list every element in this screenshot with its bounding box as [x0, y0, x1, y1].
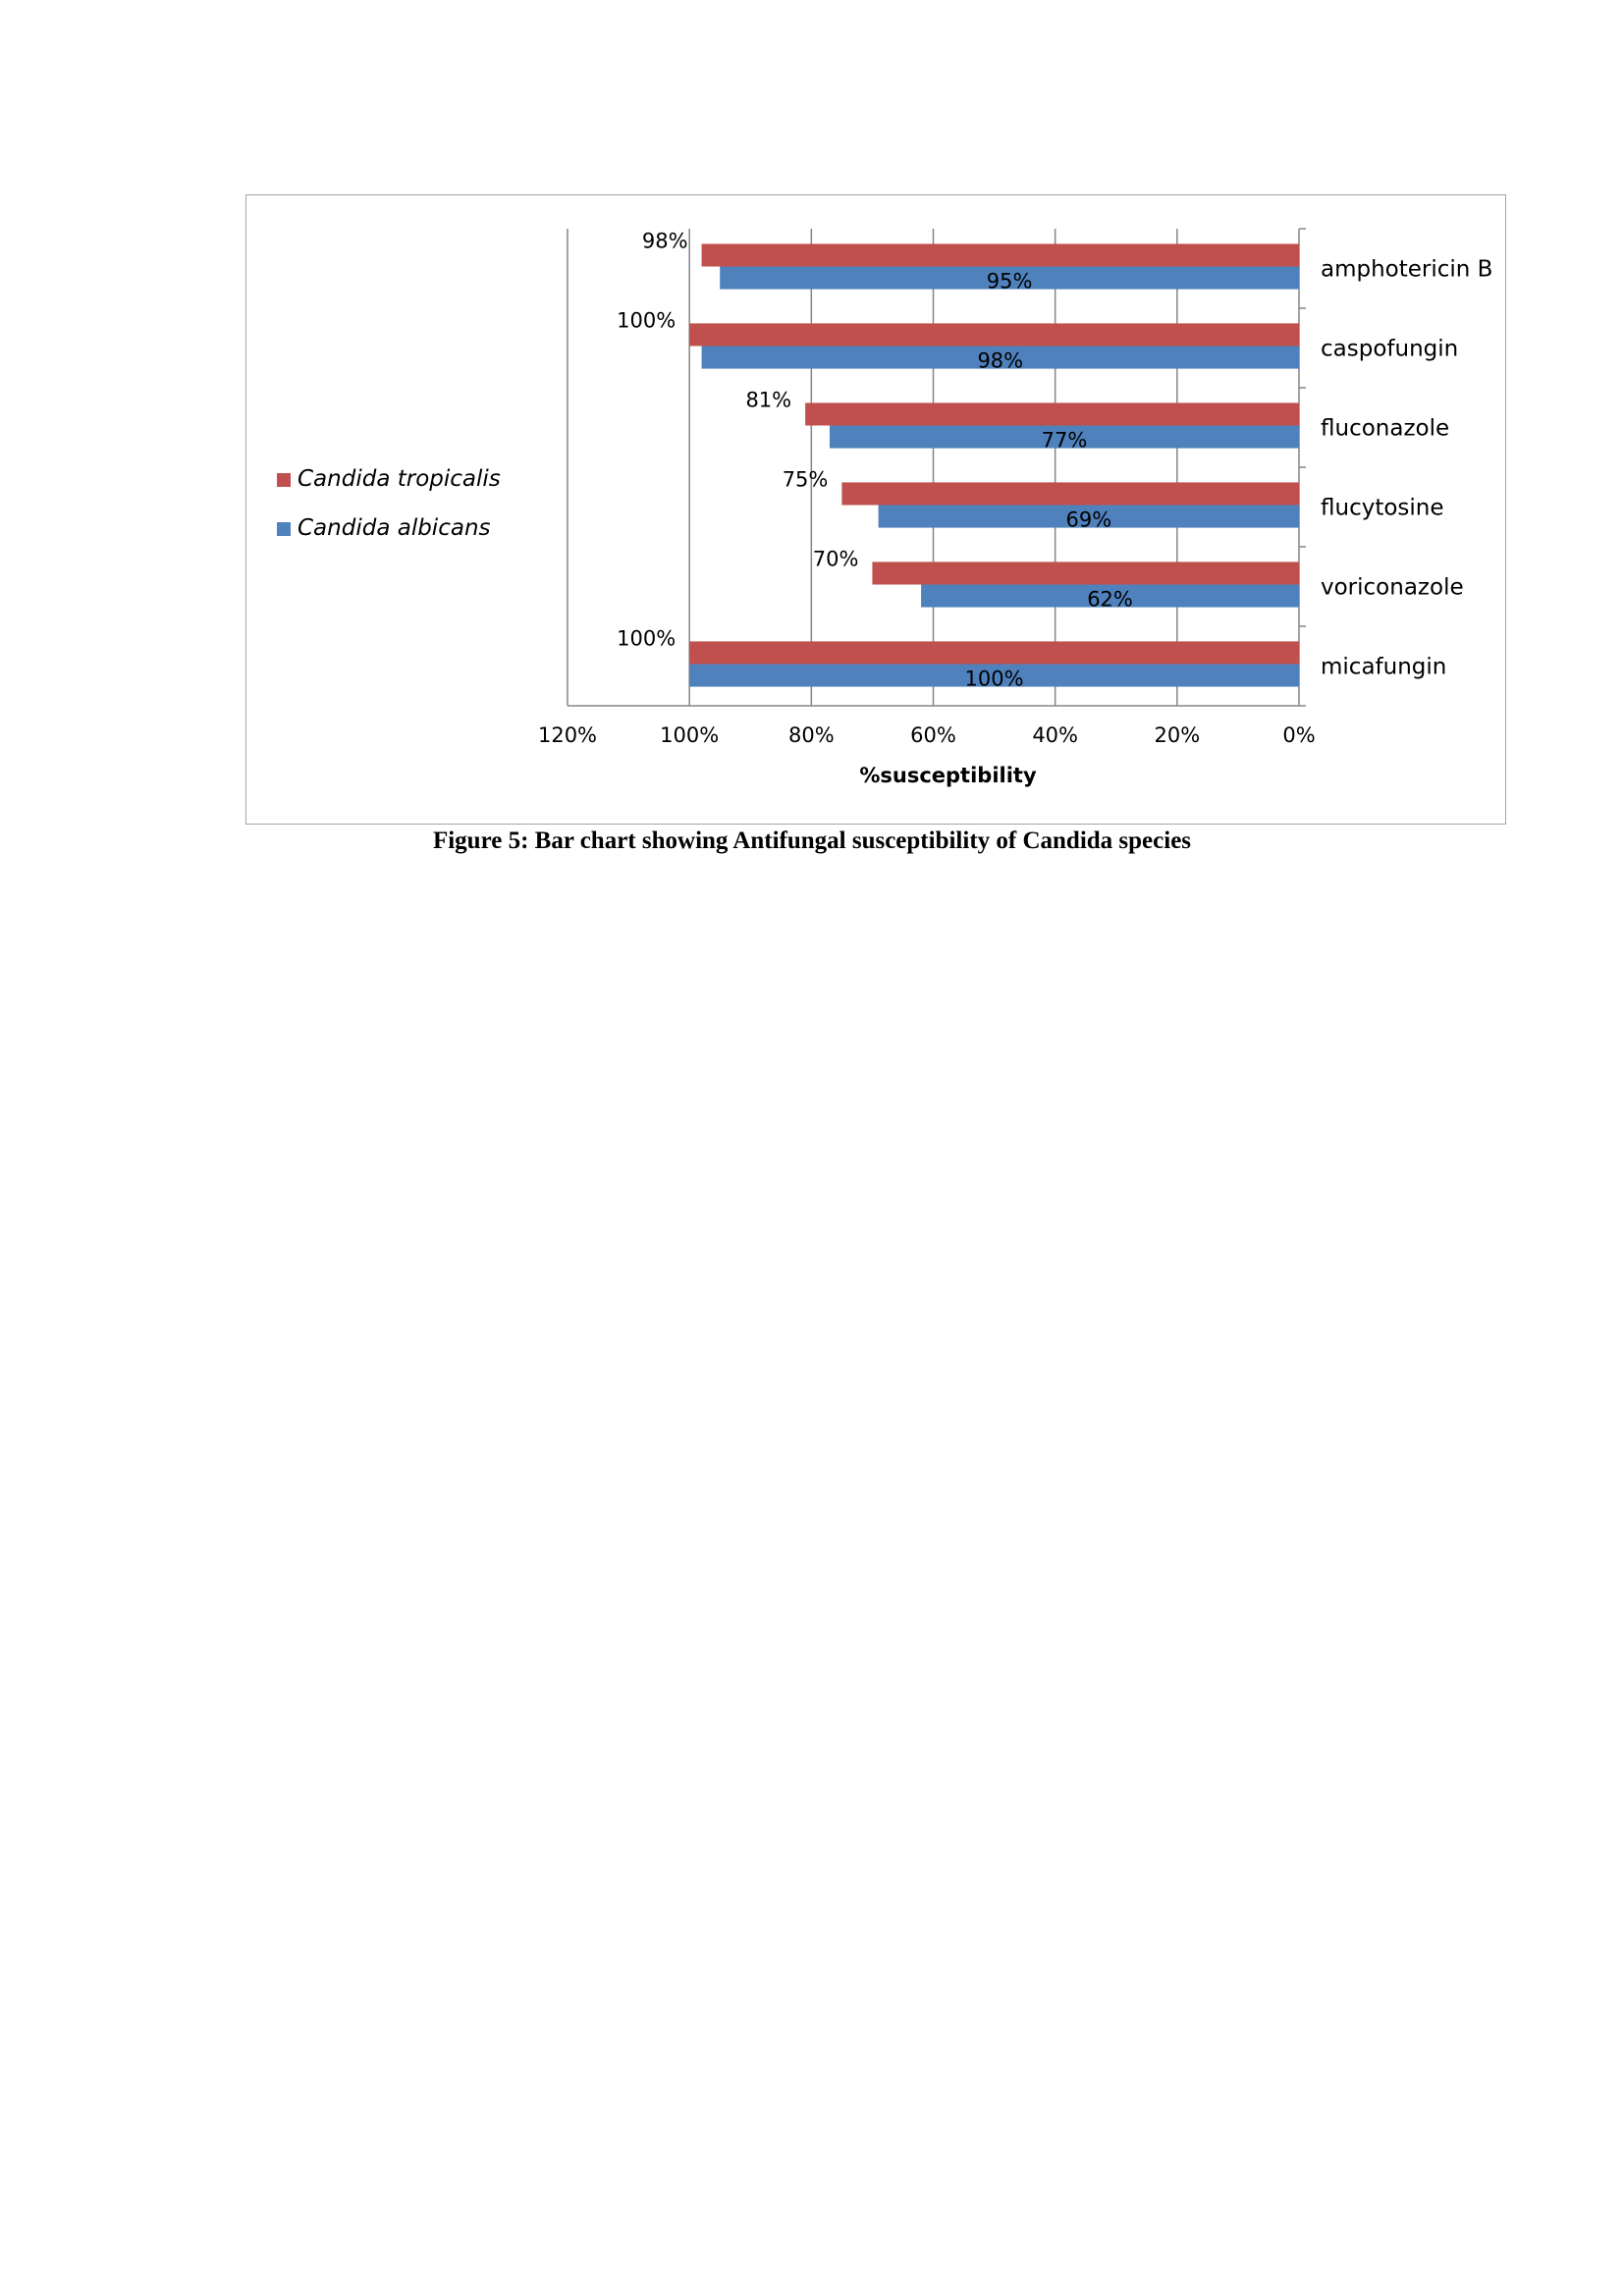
bar-albicans-2: [829, 425, 1299, 449]
data-label-tropicalis-4: 70%: [813, 547, 859, 570]
figure-caption: Figure 5: Bar chart showing Antifungal s…: [432, 828, 1192, 854]
data-label-tropicalis-1: 100%: [617, 308, 676, 332]
bar-albicans-3: [878, 505, 1299, 528]
legend-swatch-1: [277, 522, 291, 536]
bar-tropicalis-4: [872, 561, 1299, 585]
data-label-tropicalis-5: 100%: [617, 626, 676, 650]
x-tick-label: 40%: [1032, 723, 1078, 747]
legend-label-0: Candida tropicalis: [298, 466, 501, 492]
x-tick-label: 80%: [788, 723, 835, 747]
x-tick-label: 60%: [910, 723, 956, 747]
category-label-5: micafungin: [1321, 655, 1446, 680]
x-tick-label: 120%: [538, 723, 597, 747]
data-label-albicans-3: 69%: [1065, 508, 1111, 532]
category-label-0: amphotericin B: [1321, 257, 1492, 283]
bar-tropicalis-2: [805, 402, 1299, 426]
data-label-albicans-0: 95%: [987, 270, 1033, 294]
data-label-tropicalis-3: 75%: [783, 467, 829, 491]
bar-tropicalis-5: [689, 641, 1299, 665]
category-label-3: flucytosine: [1321, 496, 1444, 521]
data-label-albicans-2: 77%: [1042, 429, 1088, 453]
x-tick-label: 0%: [1282, 723, 1315, 747]
bar-chart: 98% 95% amphotericin B 100% 98% caspofungin 81…: [277, 228, 1492, 787]
x-tick-label: 20%: [1154, 723, 1200, 747]
bar-tropicalis-1: [689, 323, 1299, 347]
x-tick-label: 100%: [660, 723, 719, 747]
bar-tropicalis-0: [701, 243, 1299, 267]
data-label-albicans-4: 62%: [1087, 588, 1133, 612]
x-axis-title: %susceptibility: [859, 764, 1037, 787]
bar-albicans-0: [720, 266, 1299, 290]
bar-albicans-1: [701, 346, 1299, 369]
data-label-tropicalis-0: 98%: [642, 229, 688, 252]
category-label-4: voriconazole: [1321, 575, 1464, 601]
legend-swatch-0: [277, 473, 291, 487]
chart-frame: 98% 95% amphotericin B 100% 98% caspofungin 81…: [245, 194, 1506, 825]
data-label-albicans-1: 98%: [977, 349, 1023, 373]
data-label-albicans-5: 100%: [965, 667, 1024, 691]
category-label-2: fluconazole: [1321, 416, 1449, 442]
data-label-tropicalis-2: 81%: [745, 388, 791, 411]
bar-albicans-4: [921, 584, 1299, 608]
category-label-1: caspofungin: [1321, 337, 1458, 362]
legend-label-1: Candida albicans: [298, 515, 491, 541]
bar-tropicalis-3: [841, 482, 1299, 506]
bar-albicans-5: [689, 664, 1299, 687]
